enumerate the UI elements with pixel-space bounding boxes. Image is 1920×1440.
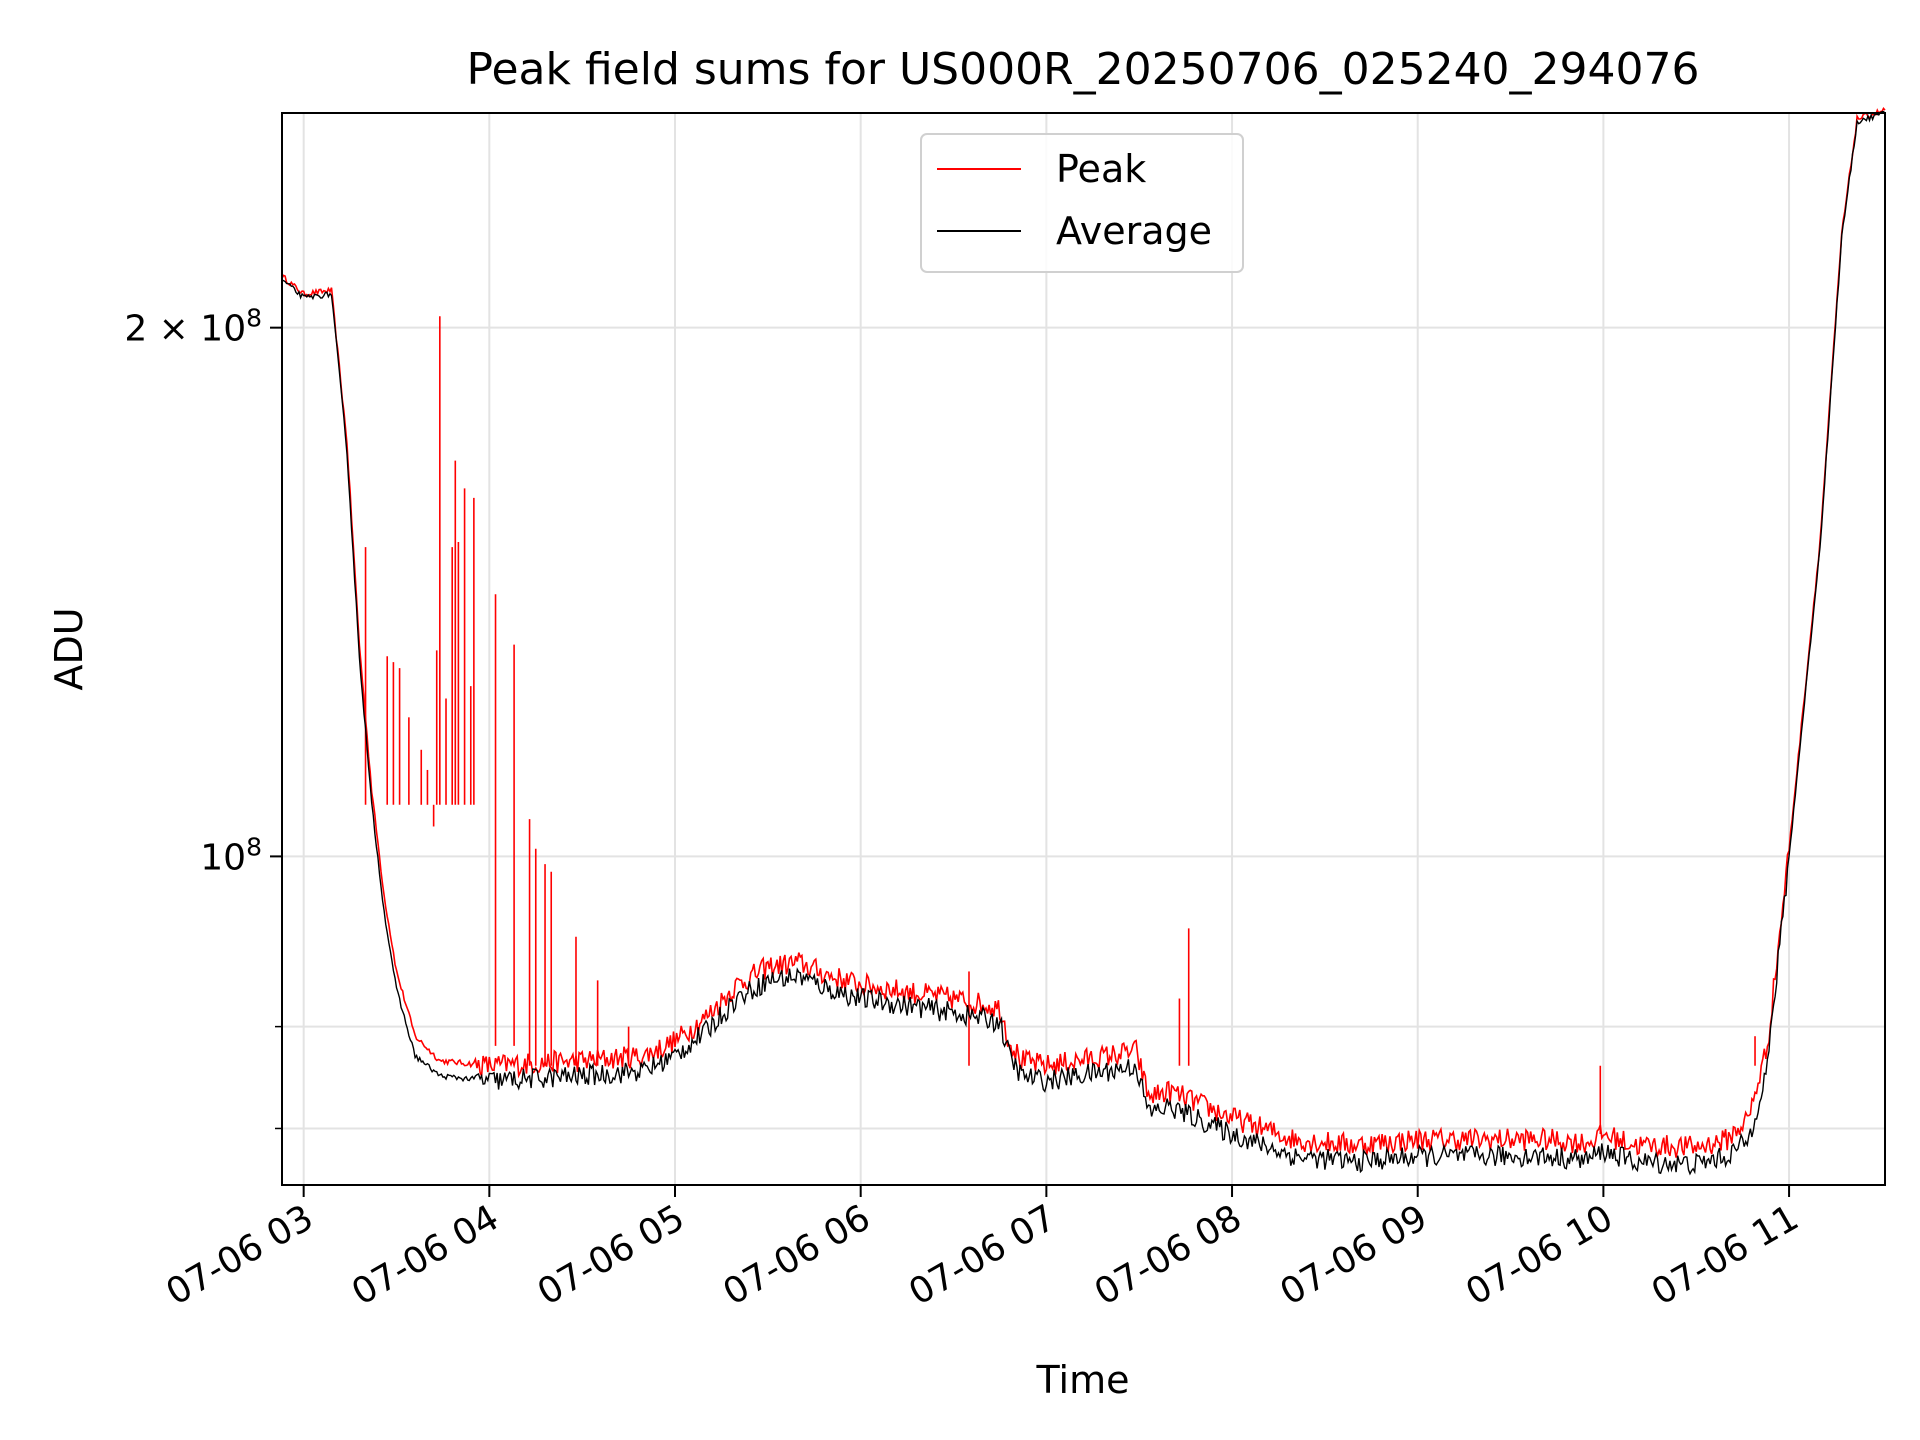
legend-peak-label: Peak xyxy=(1056,147,1146,191)
axes-frame xyxy=(281,112,1886,1186)
y-axis-label: ADU xyxy=(47,607,91,690)
y-tick-label: 108 xyxy=(200,832,262,878)
chart-title: Peak field sums for US000R_20250706_0252… xyxy=(466,44,1699,95)
plot-area xyxy=(281,106,1886,1176)
y-tick-label: 2 × 108 xyxy=(124,304,262,350)
x-axis-label: Time xyxy=(1036,1358,1130,1402)
legend: Peak Average xyxy=(920,133,1244,273)
series-line-average xyxy=(281,110,1886,1176)
grid xyxy=(282,113,1885,1185)
y-axis: 2 × 108 108 xyxy=(124,304,282,1130)
legend-average-label: Average xyxy=(1056,209,1212,253)
series-line-peak xyxy=(281,106,1886,1160)
